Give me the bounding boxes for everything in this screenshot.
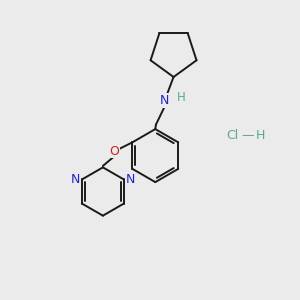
Text: —: — [242,129,254,142]
Text: O: O [109,145,119,158]
Text: N: N [126,173,135,186]
Text: N: N [160,94,169,107]
Text: N: N [71,173,80,186]
Text: H: H [176,91,185,104]
Text: H: H [256,129,265,142]
Text: Cl: Cl [226,129,238,142]
